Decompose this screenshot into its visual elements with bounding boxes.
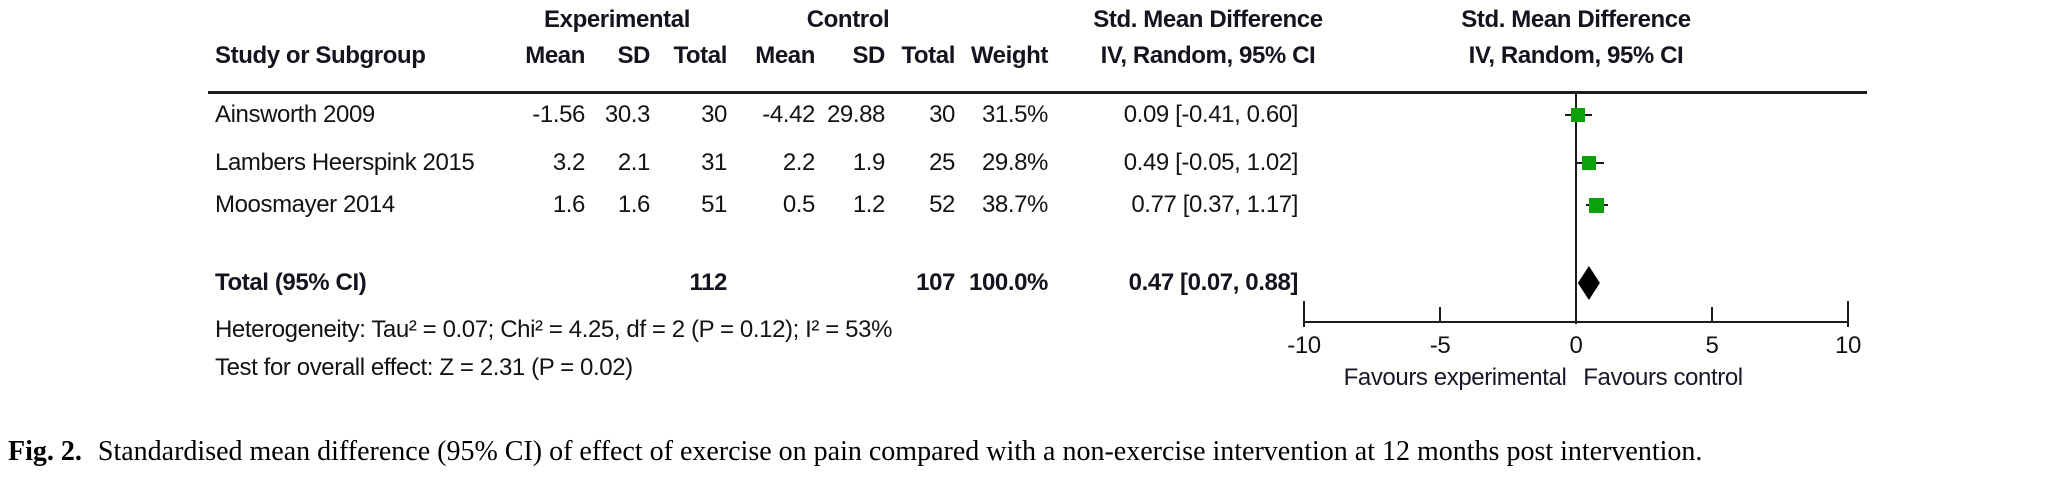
col-header-ctrl-total: Total [901, 42, 955, 69]
study-name: Ainsworth 2009 [215, 101, 375, 128]
header-experimental: Experimental [544, 6, 690, 33]
x-axis-tick [1575, 307, 1577, 323]
heterogeneity-text: Heterogeneity: Tau² = 0.07; Chi² = 4.25,… [215, 316, 893, 343]
exp-mean-value: -1.56 [532, 101, 585, 128]
effect-square [1589, 197, 1605, 213]
exp-sd-value: 30.3 [604, 101, 651, 128]
x-axis-tick-label: 0 [1569, 332, 1583, 359]
col-header-ctrl-sd: SD [852, 42, 885, 69]
x-axis-tick-label: -5 [1429, 332, 1451, 359]
effect-square [1582, 156, 1597, 170]
ctrl-total-value: 30 [929, 101, 955, 128]
exp-total-value: 30 [701, 101, 727, 128]
summary-diamond [1577, 266, 1600, 300]
header-smd-right: Std. Mean Difference [1461, 6, 1691, 33]
ci-text-value: 0.77 [0.37, 1.17] [1131, 191, 1298, 218]
ctrl-sd-value: 29.88 [826, 101, 885, 128]
weight-value: 38.7% [981, 191, 1048, 218]
col-header-ci-right: IV, Random, 95% CI [1468, 42, 1684, 69]
ctrl-sd-value: 1.2 [852, 191, 886, 218]
ctrl-mean-value: 0.5 [782, 191, 816, 218]
zero-reference-line [1575, 94, 1577, 324]
weight-value: 31.5% [981, 101, 1048, 128]
ci-text-value: 0.09 [-0.41, 0.60] [1123, 101, 1299, 128]
x-axis-tick-label: 5 [1705, 332, 1719, 359]
x-axis-tick-label: -10 [1287, 332, 1321, 359]
col-header-ci-left: IV, Random, 95% CI [1100, 42, 1316, 69]
exp-sd-value: 1.6 [617, 191, 651, 218]
weight-value: 29.8% [981, 149, 1048, 176]
x-axis-tick [1711, 307, 1713, 323]
total-ci-text: 0.47 [0.07, 0.88] [1128, 269, 1299, 296]
favours-control-label: Favours control [1583, 364, 1743, 391]
ctrl-total-value: 52 [929, 191, 955, 218]
figure-caption-text: Standardised mean difference (95% CI) of… [97, 436, 1703, 467]
x-axis-tick-label: 10 [1835, 332, 1861, 359]
col-header-exp-mean: Mean [525, 42, 585, 69]
study-name: Lambers Heerspink 2015 [215, 149, 475, 176]
total-exp-total: 112 [689, 269, 727, 296]
figure-caption: Fig. 2. Standardised mean difference (95%… [8, 436, 1702, 468]
col-header-exp-sd: SD [617, 42, 650, 69]
col-header-weight: Weight [970, 42, 1049, 69]
header-smd-left: Std. Mean Difference [1093, 6, 1323, 33]
col-header-ctrl-mean: Mean [755, 42, 815, 69]
study-name: Moosmayer 2014 [215, 191, 395, 218]
ctrl-sd-value: 1.9 [852, 149, 886, 176]
figure-caption-label: Fig. 2. [8, 436, 82, 467]
ctrl-mean-value: 2.2 [782, 149, 816, 176]
x-axis-tick [1303, 301, 1305, 327]
ci-text-value: 0.49 [-0.05, 1.02] [1123, 149, 1299, 176]
favours-experimental-label: Favours experimental [1343, 364, 1567, 391]
overall-effect-text: Test for overall effect: Z = 2.31 (P = 0… [215, 354, 633, 381]
col-header-study: Study or Subgroup [215, 42, 426, 69]
exp-mean-value: 3.2 [552, 149, 586, 176]
x-axis-tick [1847, 301, 1849, 327]
exp-total-value: 31 [701, 149, 727, 176]
ctrl-total-value: 25 [929, 149, 955, 176]
x-axis-tick [1439, 307, 1441, 323]
exp-sd-value: 2.1 [617, 149, 651, 176]
header-control: Control [806, 6, 890, 33]
total-ctrl-total: 107 [916, 269, 955, 296]
ctrl-mean-value: -4.42 [762, 101, 815, 128]
exp-total-value: 51 [701, 191, 727, 218]
effect-square [1571, 108, 1586, 122]
exp-mean-value: 1.6 [552, 191, 586, 218]
col-header-exp-total: Total [673, 42, 727, 69]
total-row-label: Total (95% CI) [215, 269, 367, 296]
total-weight: 100.0% [969, 269, 1048, 296]
header-rule [208, 91, 1867, 94]
